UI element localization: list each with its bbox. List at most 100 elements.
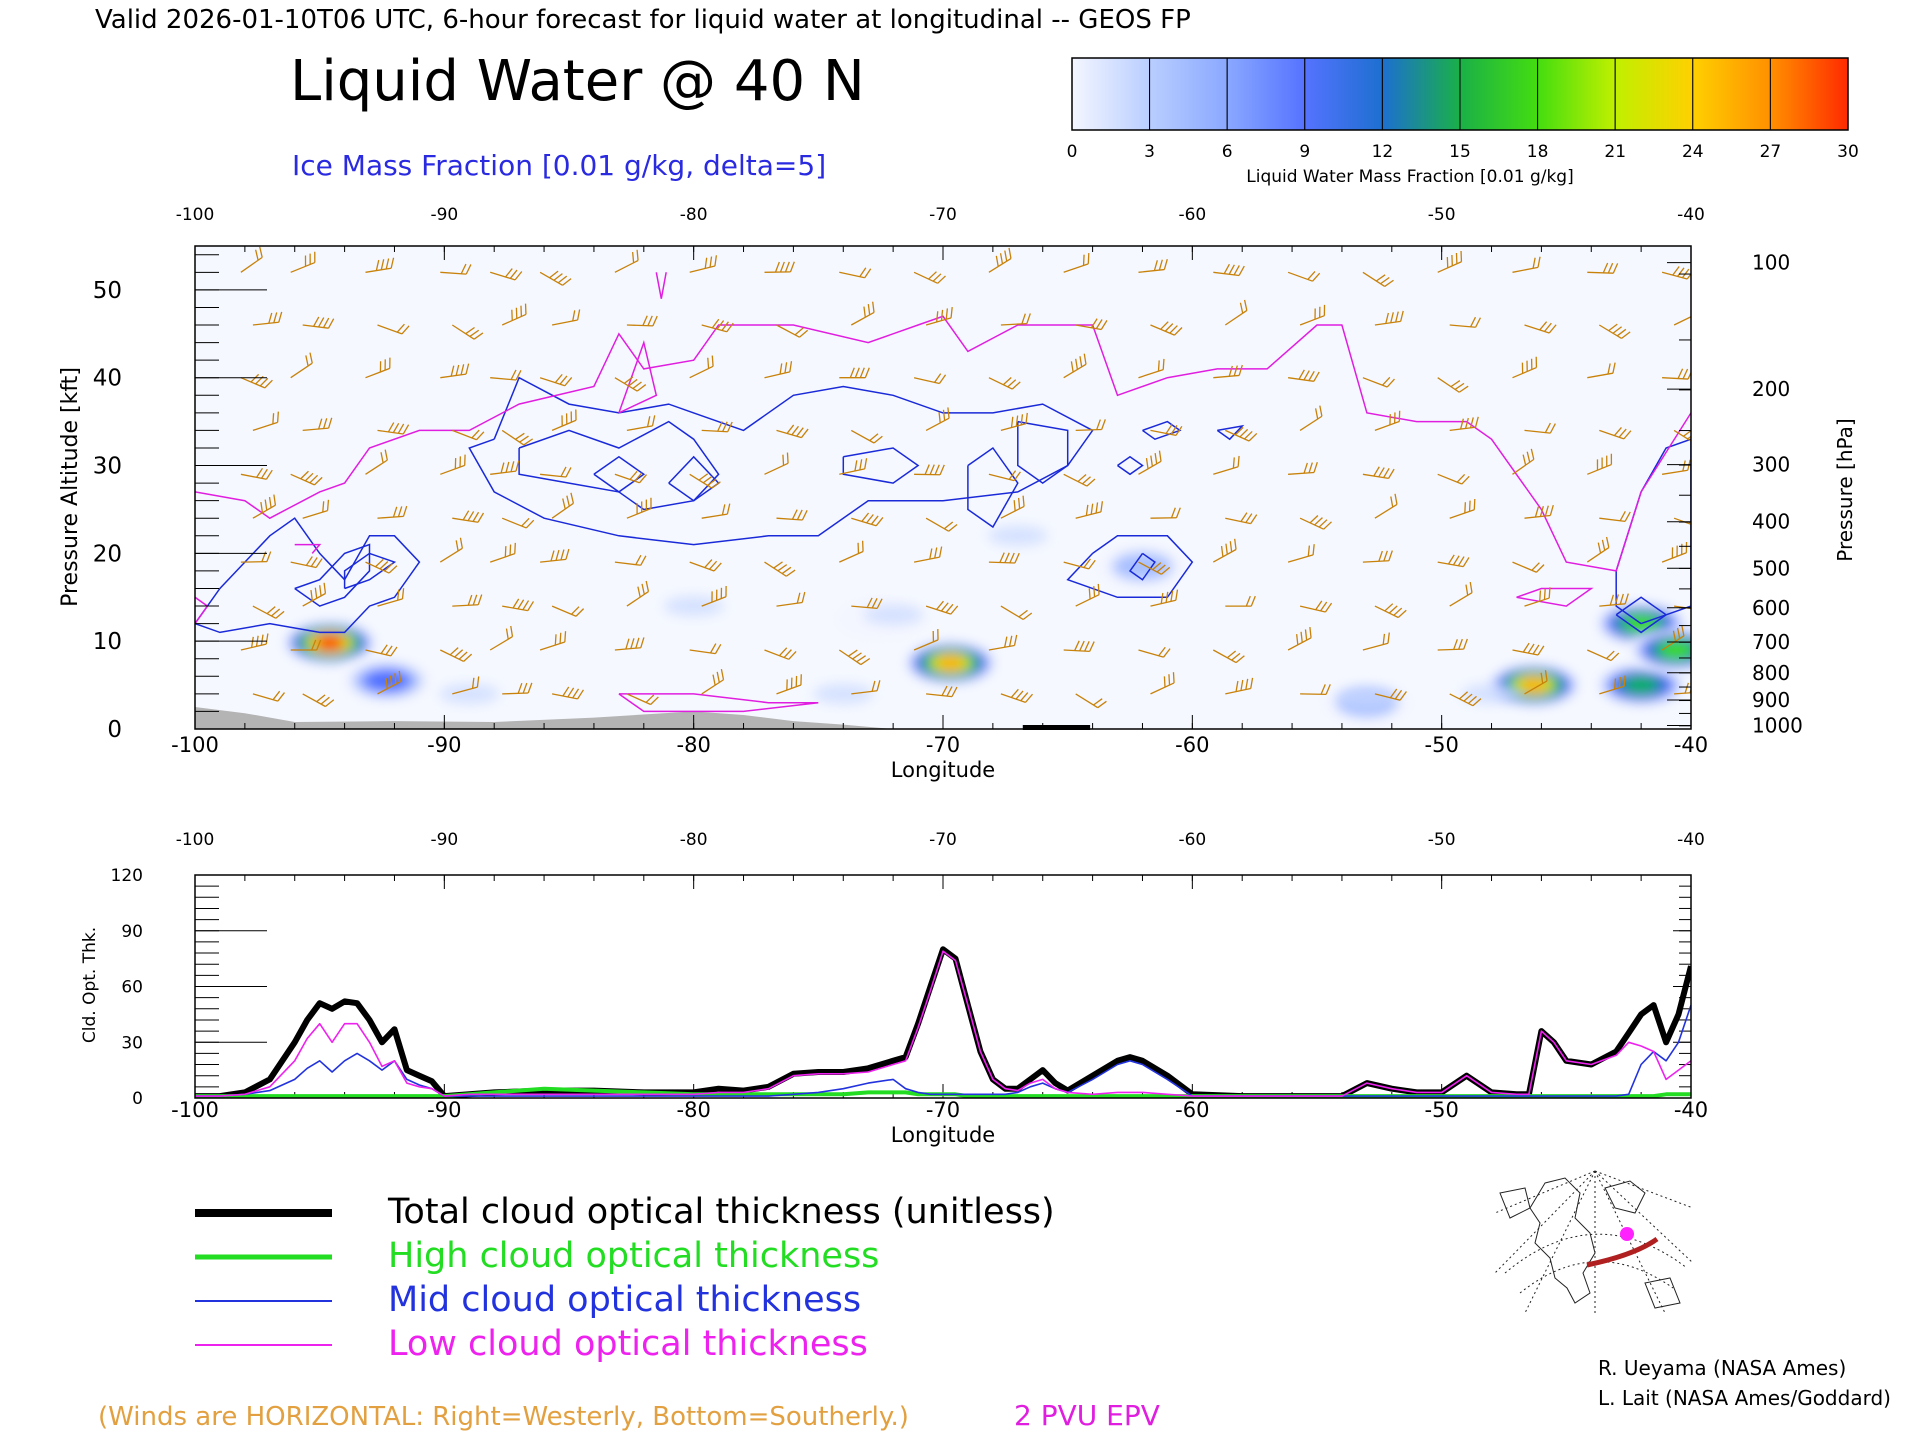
wind-barb-feather xyxy=(713,562,722,572)
top-x-tick-label-upper: -50 xyxy=(1428,205,1456,225)
wind-barb-feather xyxy=(721,504,726,516)
wind-barb-feather xyxy=(322,418,328,429)
wind-barb xyxy=(988,552,1020,564)
wind-barb-feather xyxy=(999,552,1005,563)
wind-barb-feather xyxy=(938,546,943,558)
wind-barb xyxy=(1138,259,1168,273)
colorbar-tick-label: 21 xyxy=(1604,142,1626,162)
wind-barb-feather xyxy=(313,476,323,486)
bottom-x-tick-label-upper: -50 xyxy=(1428,830,1456,850)
wind-barb-feather xyxy=(1672,630,1677,642)
wind-barb-feather xyxy=(1393,412,1396,424)
wind-barb xyxy=(240,467,273,480)
legend-high-label: High cloud optical thickness xyxy=(388,1236,879,1276)
wind-barb-feather xyxy=(455,364,460,376)
wind-barb xyxy=(925,517,958,532)
wind-barb-feather xyxy=(1385,312,1389,324)
wind-barb-feather xyxy=(854,367,860,378)
wind-barb-feather xyxy=(864,268,872,279)
wind-barb-feather xyxy=(1526,360,1528,372)
wind-barb xyxy=(1225,512,1258,525)
wind-barb-feather xyxy=(1228,365,1233,377)
wind-barb-feather xyxy=(1090,318,1098,329)
wind-barb xyxy=(1075,419,1106,432)
wind-barb-feather xyxy=(323,582,327,594)
wind-barb xyxy=(365,257,395,273)
pv-label: 2 PVU EPV xyxy=(1014,1399,1160,1432)
wind-barb-feather xyxy=(650,497,652,509)
winds-note: (Winds are HORIZONTAL: Right=Westerly, B… xyxy=(98,1402,909,1432)
wind-barb-feather xyxy=(385,677,388,689)
wind-barb xyxy=(1287,271,1321,282)
wind-barb-feather xyxy=(509,269,518,279)
wind-barb-feather xyxy=(1015,690,1024,700)
wind-barb-staff xyxy=(1673,429,1691,445)
wind-barb xyxy=(365,449,388,475)
wind-barb xyxy=(614,470,648,484)
ice-contour xyxy=(1216,424,1245,441)
wind-barb xyxy=(1288,462,1318,475)
wind-barb-feather xyxy=(1013,500,1016,511)
wind-barb-feather xyxy=(473,332,484,340)
top-y-tick-label: 40 xyxy=(93,366,122,392)
wind-barb-feather xyxy=(711,481,721,489)
wind-barb-feather xyxy=(630,638,635,649)
top-y-right-tick-label: 600 xyxy=(1752,596,1790,620)
wind-barb-feather xyxy=(515,460,520,472)
wind-barb-feather xyxy=(472,594,478,606)
wind-barb-feather xyxy=(939,464,945,476)
wind-barb-feather xyxy=(1608,323,1618,332)
wind-barb-feather xyxy=(523,438,534,446)
top-panel-axes: -100 -100 -90 -90 -80 -80 -70 -70 -60 -60 -50 -50 -4… xyxy=(93,205,1803,757)
wind-barb-feather xyxy=(309,352,313,364)
wind-barb xyxy=(1212,649,1245,664)
wind-barb-feather xyxy=(1079,640,1085,652)
wind-barb-feather xyxy=(951,686,958,697)
wind-barb-feather xyxy=(1378,467,1385,478)
wind-barb-feather xyxy=(389,675,393,687)
wind-barb xyxy=(1598,323,1631,339)
wind-barb xyxy=(551,309,581,326)
wind-barb-feather xyxy=(1175,425,1183,436)
wind-barb-feather xyxy=(1153,260,1158,271)
wind-barb xyxy=(1512,642,1545,656)
wind-barb-feather xyxy=(449,647,459,656)
wind-barb-feather xyxy=(1085,504,1089,516)
wind-barb xyxy=(1288,369,1320,382)
top-y-tick-label: 30 xyxy=(93,454,122,480)
wind-barb-feather xyxy=(1610,453,1613,465)
wind-barb xyxy=(302,417,333,432)
wind-barb xyxy=(776,424,809,439)
wind-barb-feather xyxy=(1596,459,1599,471)
wind-barb-feather xyxy=(515,432,525,440)
wind-barb-feather xyxy=(876,598,883,609)
wind-barb-feather xyxy=(1313,371,1320,382)
top-x-tick-label: -80 xyxy=(677,733,711,757)
pv-2pvu-contour xyxy=(655,272,667,299)
wind-barb-feather xyxy=(1156,564,1166,573)
wind-barb-feather xyxy=(947,407,950,419)
wind-barb xyxy=(851,680,881,695)
wind-barb-feather xyxy=(519,435,529,443)
wind-barb-feather xyxy=(1175,507,1181,518)
wind-barb xyxy=(764,361,793,379)
wind-barb xyxy=(440,647,473,662)
wind-barb-feather xyxy=(327,318,335,329)
wind-barb xyxy=(925,307,953,326)
wind-barb xyxy=(1000,412,1028,432)
wind-barb-feather xyxy=(714,255,718,267)
wind-barb-feather xyxy=(1397,609,1407,618)
wind-barb xyxy=(913,271,946,284)
top-y-right-tick-label: 200 xyxy=(1752,377,1790,401)
wind-barb-feather xyxy=(1616,328,1627,337)
wind-barb-feather xyxy=(782,454,785,466)
wind-barb-feather xyxy=(1694,516,1701,527)
wind-barb-feather xyxy=(515,370,522,381)
wind-barb-feather xyxy=(467,511,475,522)
wind-barb-staff xyxy=(1673,517,1691,528)
ice-contour xyxy=(343,552,397,590)
wind-barb xyxy=(1075,501,1104,519)
wind-barb-feather xyxy=(396,323,405,333)
liquid-water-blob xyxy=(1630,628,1691,671)
wind-barb-feather xyxy=(946,686,953,697)
